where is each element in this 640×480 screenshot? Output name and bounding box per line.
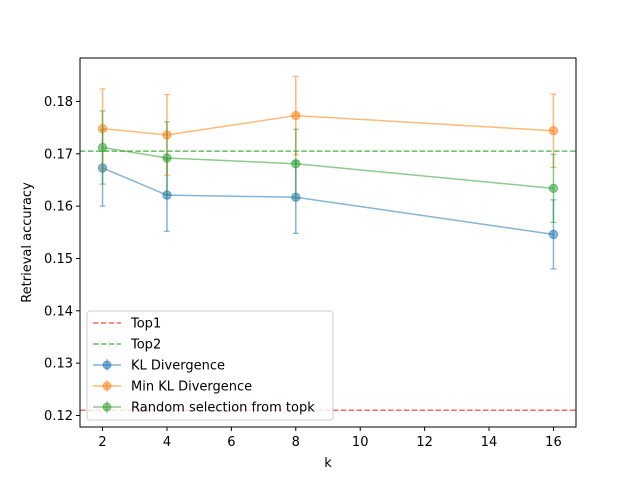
y-axis-label: Retrieval accuracy	[20, 182, 35, 303]
y-tick-label: 0.16	[44, 200, 73, 215]
y-tick-label: 0.13	[44, 357, 73, 372]
y-tick-label: 0.18	[44, 95, 73, 110]
legend-label-top2: Top2	[130, 338, 161, 353]
x-tick-label: 6	[227, 435, 235, 450]
legend-swatch-marker-kl-divergence	[102, 360, 112, 370]
y-tick-label: 0.17	[44, 147, 73, 162]
axis-ticks: 2 4 6 8 10 12 14 16 0.12 0.13 0.14 0.15 0.16 0.17 0.18	[44, 95, 562, 450]
legend-label-top1: Top1	[130, 317, 161, 332]
x-tick-label: 16	[545, 435, 562, 450]
series-line-random-selection-from-topk	[102, 146, 554, 190]
x-tick-label: 12	[416, 435, 433, 450]
data-point-random-selection-from-topk	[162, 153, 172, 163]
data-point-random-selection-from-topk	[291, 159, 301, 169]
series-line-kl-divergence	[102, 167, 554, 236]
series-line-min-kl-divergence	[102, 114, 554, 136]
y-tick-label: 0.14	[44, 304, 73, 319]
y-tick-label: 0.12	[44, 409, 73, 424]
legend-box	[86, 310, 334, 421]
x-tick-label: 14	[481, 435, 498, 450]
data-point-random-selection-from-topk	[548, 183, 559, 194]
data-point-random-selection-from-topk	[97, 142, 108, 153]
plot-area	[80, 75, 576, 412]
axes-frame	[79, 57, 577, 428]
data-point-kl-divergence	[548, 229, 559, 240]
x-tick-label: 4	[163, 435, 171, 450]
x-tick-label: 10	[352, 435, 369, 450]
legend-label-kl-divergence: KL Divergence	[131, 359, 225, 374]
x-tick-label: 2	[98, 435, 106, 450]
legend-swatch-marker-min-kl-divergence	[102, 381, 112, 391]
y-tick-label: 0.15	[44, 252, 73, 267]
x-axis-label: k	[324, 456, 332, 471]
legend-swatch-marker-random-selection-from-topk	[102, 402, 112, 412]
data-point-min-kl-divergence	[291, 110, 301, 121]
data-point-min-kl-divergence	[548, 126, 559, 136]
x-tick-label: 8	[292, 435, 300, 450]
legend: Top1 Top2 KL Divergence Min KL Divergence Ra…	[86, 310, 334, 421]
legend-label-random-selection-from-topk: Random selection from topk	[131, 401, 315, 416]
legend-label-min-kl-divergence: Min KL Divergence	[131, 380, 252, 395]
